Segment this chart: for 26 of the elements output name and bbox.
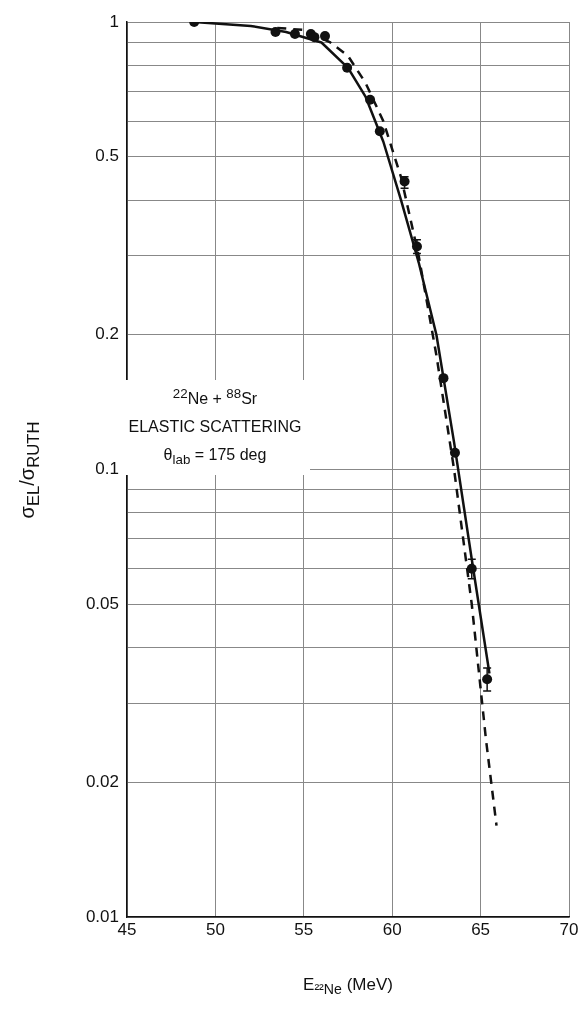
annotation: θ$_{lab}$ = 175 deg [162,445,268,470]
point [374,126,385,137]
y-tick-label: 1 [109,11,119,31]
point [309,32,320,43]
annotation: $^{22}$Ne + $^{88}$Sr [171,385,259,410]
y-tick-label: 0.05 [85,593,119,613]
y-tick-label: 0.1 [95,459,119,479]
x-tick-label: 70 [559,919,579,939]
point [438,373,449,384]
x-axis-title: E$_{²²Ne}$ (MeV) [302,975,394,998]
x-tick-label: 60 [382,919,402,939]
y-tick-label: 0.2 [95,324,119,344]
point [289,29,300,40]
point [270,26,281,37]
annotation: ELASTIC SCATTERING [127,417,303,438]
point [320,31,331,42]
y-tick-label: 0.02 [85,771,119,791]
point [449,447,460,458]
x-tick-label: 65 [471,919,491,939]
point [342,62,353,73]
y-tick-label: 0.5 [95,146,119,166]
y-tick-label: 0.01 [85,906,119,926]
x-tick-label: 55 [294,919,314,939]
x-tick-label: 50 [205,919,225,939]
x-tick-label: 45 [117,919,137,939]
point [365,94,376,105]
